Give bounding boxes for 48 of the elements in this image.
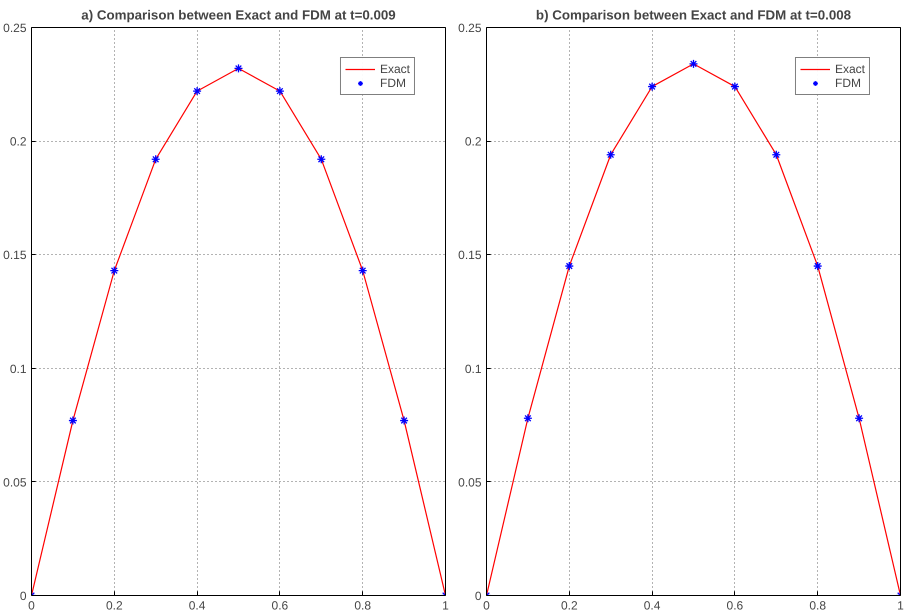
point (688, 59, 698, 68)
legend-label: FDM (380, 76, 406, 90)
point (358, 266, 368, 276)
y-tick-label: 0.25 (3, 21, 27, 35)
x-tick-label: 0.4 (644, 598, 661, 612)
x-tick-label: 0 (483, 598, 490, 612)
y-tick-label: 0.15 (458, 248, 482, 262)
y-tick-label: 0.15 (3, 248, 27, 262)
point (523, 414, 533, 423)
x-tick-label: 0.2 (560, 598, 578, 612)
x-tick-label: 1 (897, 598, 904, 612)
x-tick-label: 1 (442, 598, 450, 612)
y-tick-label: 0.2 (10, 134, 27, 149)
x-tick-label: 0.4 (188, 598, 206, 612)
point (234, 64, 244, 74)
y-tick-label: 0.1 (10, 362, 27, 376)
x-tick-label: 0.8 (809, 598, 826, 612)
point (564, 261, 574, 271)
point (68, 416, 78, 426)
point (399, 416, 409, 426)
point (730, 82, 740, 92)
chart-title: a) Comparison between Exact and FDM at t=0.009 (81, 8, 396, 22)
y-tick-label: 0.05 (3, 475, 27, 490)
y-tick-label: 0.05 (458, 475, 482, 490)
point (110, 266, 119, 276)
y-tick-label: 0.2 (464, 134, 482, 149)
legend-label: Exact (380, 62, 410, 76)
x-tick-label: 0 (28, 598, 36, 612)
point (647, 82, 657, 92)
chart-title: b) Comparison between Exact and FDM at t=0.008 (536, 8, 852, 22)
y-tick-label: 0 (474, 589, 482, 603)
point (316, 154, 326, 164)
point (151, 154, 160, 164)
point (813, 261, 822, 271)
legend-label: Exact (834, 62, 865, 76)
y-tick-label: 0.1 (464, 362, 482, 376)
point (192, 86, 202, 96)
x-tick-label: 0.6 (272, 598, 289, 612)
x-tick-label: 0.6 (726, 598, 744, 612)
y-tick-label: 0 (20, 589, 27, 603)
point (606, 150, 616, 160)
legend-label: FDM (834, 76, 861, 90)
point (772, 150, 781, 160)
x-tick-label: 0.8 (354, 598, 372, 612)
x-tick-label: 0.2 (106, 598, 123, 612)
point (275, 86, 285, 96)
y-tick-label: 0.25 (458, 21, 482, 35)
point (854, 414, 864, 423)
